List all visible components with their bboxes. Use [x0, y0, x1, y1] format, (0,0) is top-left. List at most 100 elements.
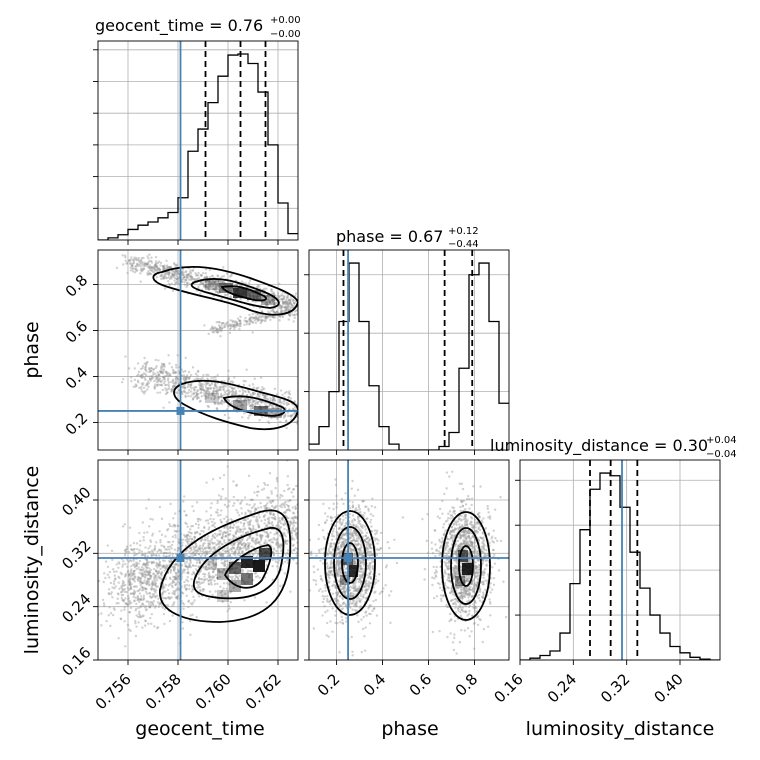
sample-point: [191, 398, 195, 401]
sample-point: [293, 302, 296, 305]
sample-point: [355, 524, 358, 527]
sample-point: [145, 264, 149, 268]
sample-point: [133, 367, 136, 370]
sample-point: [222, 383, 226, 387]
sample-point: [271, 316, 275, 319]
sample-point: [166, 388, 169, 391]
sample-point: [313, 543, 315, 545]
sample-point: [268, 301, 272, 304]
sample-point: [187, 600, 190, 603]
sample-point: [166, 564, 169, 568]
sample-point: [220, 327, 224, 330]
sample-point: [359, 564, 363, 568]
sample-point: [233, 324, 236, 327]
sample-point: [127, 598, 130, 601]
sample-point: [233, 325, 236, 328]
sample-point: [221, 322, 224, 325]
sample-point: [352, 599, 355, 603]
sample-point: [115, 570, 118, 573]
sample-point: [301, 310, 303, 312]
sample-point: [245, 320, 249, 323]
sample-point: [219, 328, 222, 332]
sample-point: [204, 284, 208, 287]
sample-point: [208, 279, 211, 282]
sample-point: [168, 266, 171, 270]
sample-point: [258, 516, 261, 519]
sample-point: [257, 553, 260, 556]
sample-point: [154, 591, 157, 594]
sample-point: [211, 570, 215, 574]
sample-point: [204, 384, 207, 387]
sample-point: [160, 277, 163, 281]
sample-point: [144, 619, 147, 623]
sample-point: [254, 399, 257, 402]
sample-point: [219, 396, 222, 399]
sample-point: [358, 564, 362, 568]
sample-point: [342, 601, 346, 604]
sample-point: [129, 262, 132, 266]
tick-label: 0.2: [62, 409, 92, 439]
density-cell: [241, 573, 253, 585]
sample-point: [158, 268, 162, 271]
sample-point: [227, 416, 231, 419]
sample-point: [157, 570, 161, 573]
sample-point: [146, 360, 149, 364]
sample-point: [160, 273, 163, 276]
sample-point: [349, 579, 353, 582]
sample-point: [229, 380, 232, 383]
sample-point: [132, 591, 135, 595]
sample-point: [302, 544, 304, 546]
sample-point: [295, 535, 298, 538]
sample-point: [325, 600, 329, 603]
sample-point: [352, 523, 355, 526]
sample-point: [221, 280, 225, 284]
sample-point: [159, 549, 163, 552]
sample-point: [235, 529, 239, 532]
sample-point: [170, 596, 173, 599]
sample-point: [221, 385, 224, 388]
sample-point: [241, 416, 244, 419]
sample-point: [150, 561, 154, 564]
sample-point: [343, 590, 346, 593]
sample-point: [184, 271, 187, 274]
sample-point: [215, 328, 218, 331]
density-cell: [253, 560, 265, 572]
sample-point: [220, 394, 223, 397]
sample-point: [168, 277, 172, 281]
sample-point: [196, 389, 199, 393]
sample-point: [322, 562, 325, 565]
sample-point: [288, 487, 291, 490]
sample-point: [351, 519, 354, 522]
sample-point: [184, 544, 188, 548]
sample-point: [135, 585, 138, 588]
sample-point: [273, 311, 277, 314]
sample-point: [248, 510, 251, 513]
sample-point: [131, 262, 135, 265]
sample-point: [157, 359, 160, 362]
sample-point: [248, 318, 251, 322]
sample-point: [159, 275, 162, 278]
sample-point: [295, 484, 298, 488]
sample-point: [225, 515, 228, 519]
sample-point: [128, 573, 131, 576]
sample-point: [263, 319, 266, 322]
sample-point: [220, 495, 223, 498]
sample-point: [206, 377, 209, 380]
sample-point: [217, 291, 220, 295]
sample-point: [194, 564, 198, 568]
sample-point: [197, 285, 200, 288]
sample-point: [260, 401, 263, 404]
sample-point: [128, 582, 131, 585]
sample-point: [304, 543, 306, 545]
sample-point: [203, 276, 206, 279]
sample-point: [168, 540, 171, 544]
sample-point: [247, 390, 251, 394]
sample-point: [140, 390, 144, 393]
sample-point: [125, 262, 128, 265]
sample-point: [329, 570, 332, 574]
sample-point: [166, 540, 170, 544]
sample-point: [249, 405, 252, 408]
sample-point: [156, 391, 159, 395]
sample-point: [142, 267, 145, 270]
sample-point: [189, 395, 192, 398]
